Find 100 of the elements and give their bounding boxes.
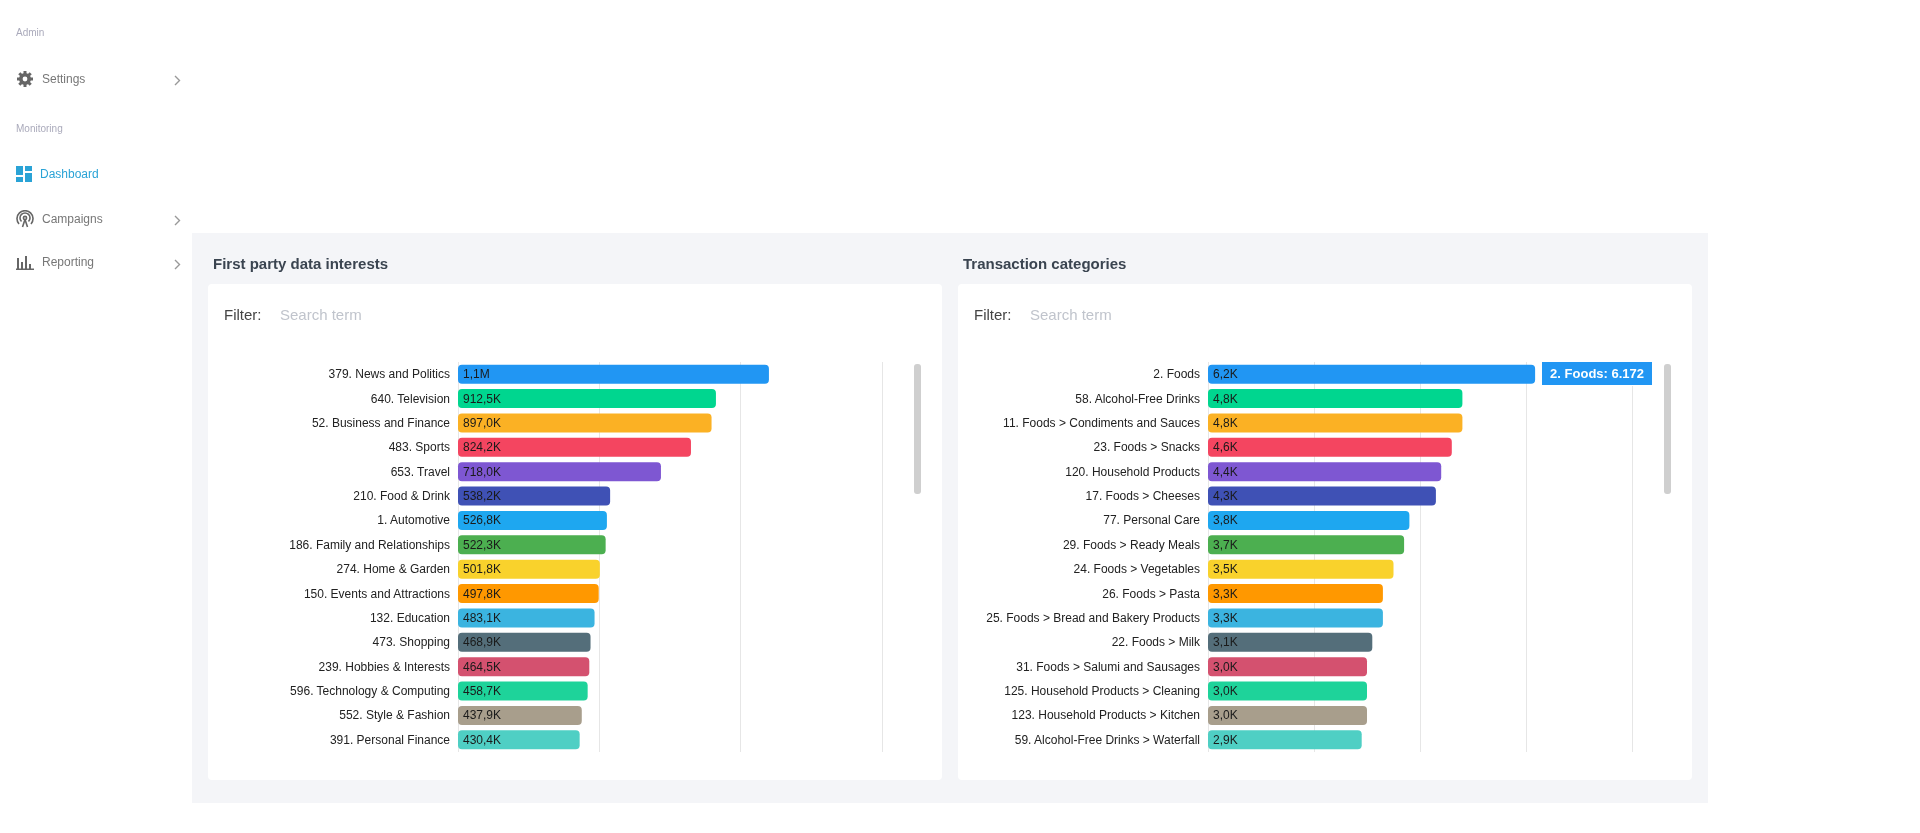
bar	[1208, 437, 1452, 457]
text: Search term	[280, 306, 362, 323]
data-label: 526,8K	[463, 513, 502, 528]
y-tick-label: 24. Foods > Vegetables	[1073, 562, 1200, 577]
data-label: 3,3K	[1213, 610, 1238, 625]
y-tick-label: 239. Hobbies & Interests	[318, 659, 450, 674]
bar	[458, 486, 611, 506]
y-tick-label: 391. Personal Finance	[329, 732, 451, 747]
data-label: 824,2K	[463, 440, 502, 455]
data-label: 3,8K	[1213, 513, 1238, 528]
text: Dashboard	[40, 167, 99, 181]
y-tick-label: 132. Education	[369, 610, 450, 625]
y-tick-label: 552. Style & Fashion	[339, 708, 450, 723]
data-label: 3,7K	[1213, 537, 1238, 552]
y-tick-label: 23. Foods > Snacks	[1093, 440, 1200, 455]
bar	[458, 535, 606, 555]
bar	[458, 730, 580, 750]
text: Settings	[42, 72, 86, 86]
y-tick-label: 596. Technology & Computing	[290, 684, 450, 699]
y-tick-label: 1. Automotive	[377, 513, 451, 528]
y-tick-label: 22. Foods > Milk	[1111, 635, 1201, 650]
data-label: 3,5K	[1213, 562, 1238, 577]
y-tick-label: 123. Household Products > Kitchen	[1011, 708, 1200, 723]
bar	[458, 608, 595, 628]
y-tick-label: 483. Sports	[388, 440, 450, 455]
data-label: 497,8K	[463, 586, 502, 601]
data-label: 464,5K	[463, 659, 502, 674]
data-label: 4,8K	[1213, 391, 1238, 406]
text: Transaction categories	[963, 255, 1127, 272]
y-tick-label: 31. Foods > Salumi and Sausages	[1016, 659, 1200, 674]
bar	[1208, 705, 1367, 725]
y-tick-label: 77. Personal Care	[1103, 513, 1201, 528]
bar	[1208, 510, 1410, 530]
data-label: 4,8K	[1213, 415, 1238, 430]
y-tick-label: 26. Foods > Pasta	[1102, 586, 1201, 601]
y-tick-label: 274. Home & Garden	[336, 562, 450, 577]
y-tick-label: 11. Foods > Condiments and Sauces	[1003, 415, 1200, 430]
bar	[1208, 632, 1373, 652]
data-label: 430,4K	[463, 732, 502, 747]
bar	[1208, 364, 1536, 384]
data-label: 897,0K	[463, 415, 502, 430]
bar	[1208, 730, 1362, 750]
bar	[1208, 486, 1436, 506]
y-tick-label: 150. Events and Attractions	[303, 586, 450, 601]
data-label: 458,7K	[463, 684, 502, 699]
y-tick-label: 58. Alcohol-Free Drinks	[1075, 391, 1200, 406]
y-tick-label: 473. Shopping	[372, 635, 450, 650]
text: Filter:	[224, 306, 262, 323]
bar	[458, 705, 582, 725]
text: Admin	[16, 27, 45, 38]
y-tick-label: 379. News and Politics	[328, 367, 450, 382]
y-tick-label: 120. Household Products	[1065, 464, 1200, 479]
bar	[1208, 608, 1383, 628]
text: Campaigns	[42, 212, 103, 226]
bar	[458, 584, 599, 604]
data-label: 538,2K	[463, 489, 502, 504]
data-label: 3,3K	[1213, 586, 1238, 601]
data-label: 4,4K	[1213, 464, 1238, 479]
data-label: 6,2K	[1213, 367, 1238, 382]
text: Monitoring	[16, 123, 63, 134]
annotation: 2. Foods: 6.172	[1541, 361, 1654, 387]
bar	[1208, 535, 1405, 555]
y-tick-label: 186. Family and Relationships	[289, 537, 450, 552]
data-label: 3,0K	[1213, 659, 1238, 674]
y-tick-label: 52. Business and Finance	[311, 415, 451, 430]
bar	[1208, 584, 1383, 604]
data-label: 4,3K	[1213, 489, 1238, 504]
data-label: 4,6K	[1213, 440, 1238, 455]
data-label: 2,9K	[1213, 732, 1238, 747]
data-label: 3,0K	[1213, 684, 1238, 699]
bar	[458, 437, 691, 457]
bar	[458, 559, 600, 579]
y-tick-label: 125. Household Products > Cleaning	[1004, 684, 1200, 699]
y-tick-label: 29. Foods > Ready Meals	[1062, 537, 1200, 552]
y-tick-label: 2. Foods	[1153, 367, 1200, 382]
data-label: 1,1M	[463, 367, 490, 382]
bar	[1208, 681, 1367, 701]
y-tick-label: 210. Food & Drink	[353, 489, 451, 504]
data-label: 3,1K	[1213, 635, 1238, 650]
bar	[458, 389, 716, 409]
bar	[458, 364, 769, 384]
data-label: 522,3K	[463, 537, 502, 552]
bar	[458, 657, 590, 677]
data-label: 3,0K	[1213, 708, 1238, 723]
y-tick-label: 653. Travel	[390, 464, 450, 479]
y-tick-label: 640. Television	[370, 391, 450, 406]
data-label: 483,1K	[463, 610, 502, 625]
bar	[1208, 413, 1463, 433]
data-label: 912,5K	[463, 391, 502, 406]
data-label: 468,9K	[463, 635, 502, 650]
y-tick-label: 17. Foods > Cheeses	[1085, 489, 1200, 504]
bar	[1208, 389, 1463, 409]
text: First party data interests	[213, 255, 389, 272]
text: Search term	[1030, 306, 1112, 323]
bar	[1208, 559, 1394, 579]
data-label: 501,8K	[463, 562, 502, 577]
text: Filter:	[974, 306, 1012, 323]
bar	[1208, 462, 1442, 482]
bar	[458, 632, 591, 652]
text: Reporting	[42, 255, 95, 269]
